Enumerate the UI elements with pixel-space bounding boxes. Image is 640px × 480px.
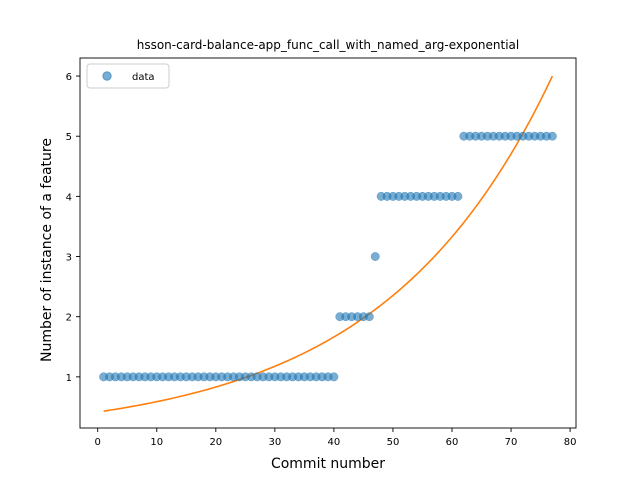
x-tick-label: 0	[95, 437, 101, 448]
data-point	[364, 312, 374, 322]
x-tick-label: 80	[564, 437, 577, 448]
y-tick-label: 2	[66, 313, 72, 324]
y-tick-label: 3	[66, 253, 72, 264]
y-axis-label: Number of instance of a feature	[39, 138, 55, 362]
y-tick-label: 5	[66, 132, 72, 143]
y-tick-label: 4	[66, 192, 72, 203]
legend-marker	[102, 71, 112, 81]
x-tick-label: 10	[150, 437, 163, 448]
fit-line	[103, 75, 554, 412]
plot-background	[80, 58, 576, 428]
series-layer	[99, 75, 557, 412]
x-tick-label: 40	[328, 437, 341, 448]
x-axis-label: Commit number	[271, 456, 385, 472]
x-tick-label: 30	[268, 437, 281, 448]
data-point	[453, 191, 463, 201]
x-tick-label: 70	[505, 437, 518, 448]
x-tick-label: 20	[209, 437, 222, 448]
chart-title: hsson-card-balance-app_func_call_with_na…	[137, 38, 520, 52]
plot-area	[80, 58, 576, 428]
legend-box	[86, 63, 170, 89]
x-tick-label: 50	[387, 437, 400, 448]
legend-label: data	[132, 72, 155, 83]
legend: data	[86, 63, 170, 89]
y-tick-label: 1	[66, 373, 72, 384]
data-point	[370, 252, 380, 261]
x-tick-label: 60	[446, 437, 459, 448]
data-point	[547, 131, 557, 141]
data-point	[329, 372, 339, 382]
axes-layer: 0 10 20 30 40 50 60 70 80 1 2 3 4 5 6	[66, 57, 577, 448]
axes-frame	[79, 57, 577, 429]
y-tick-label: 6	[66, 72, 72, 83]
